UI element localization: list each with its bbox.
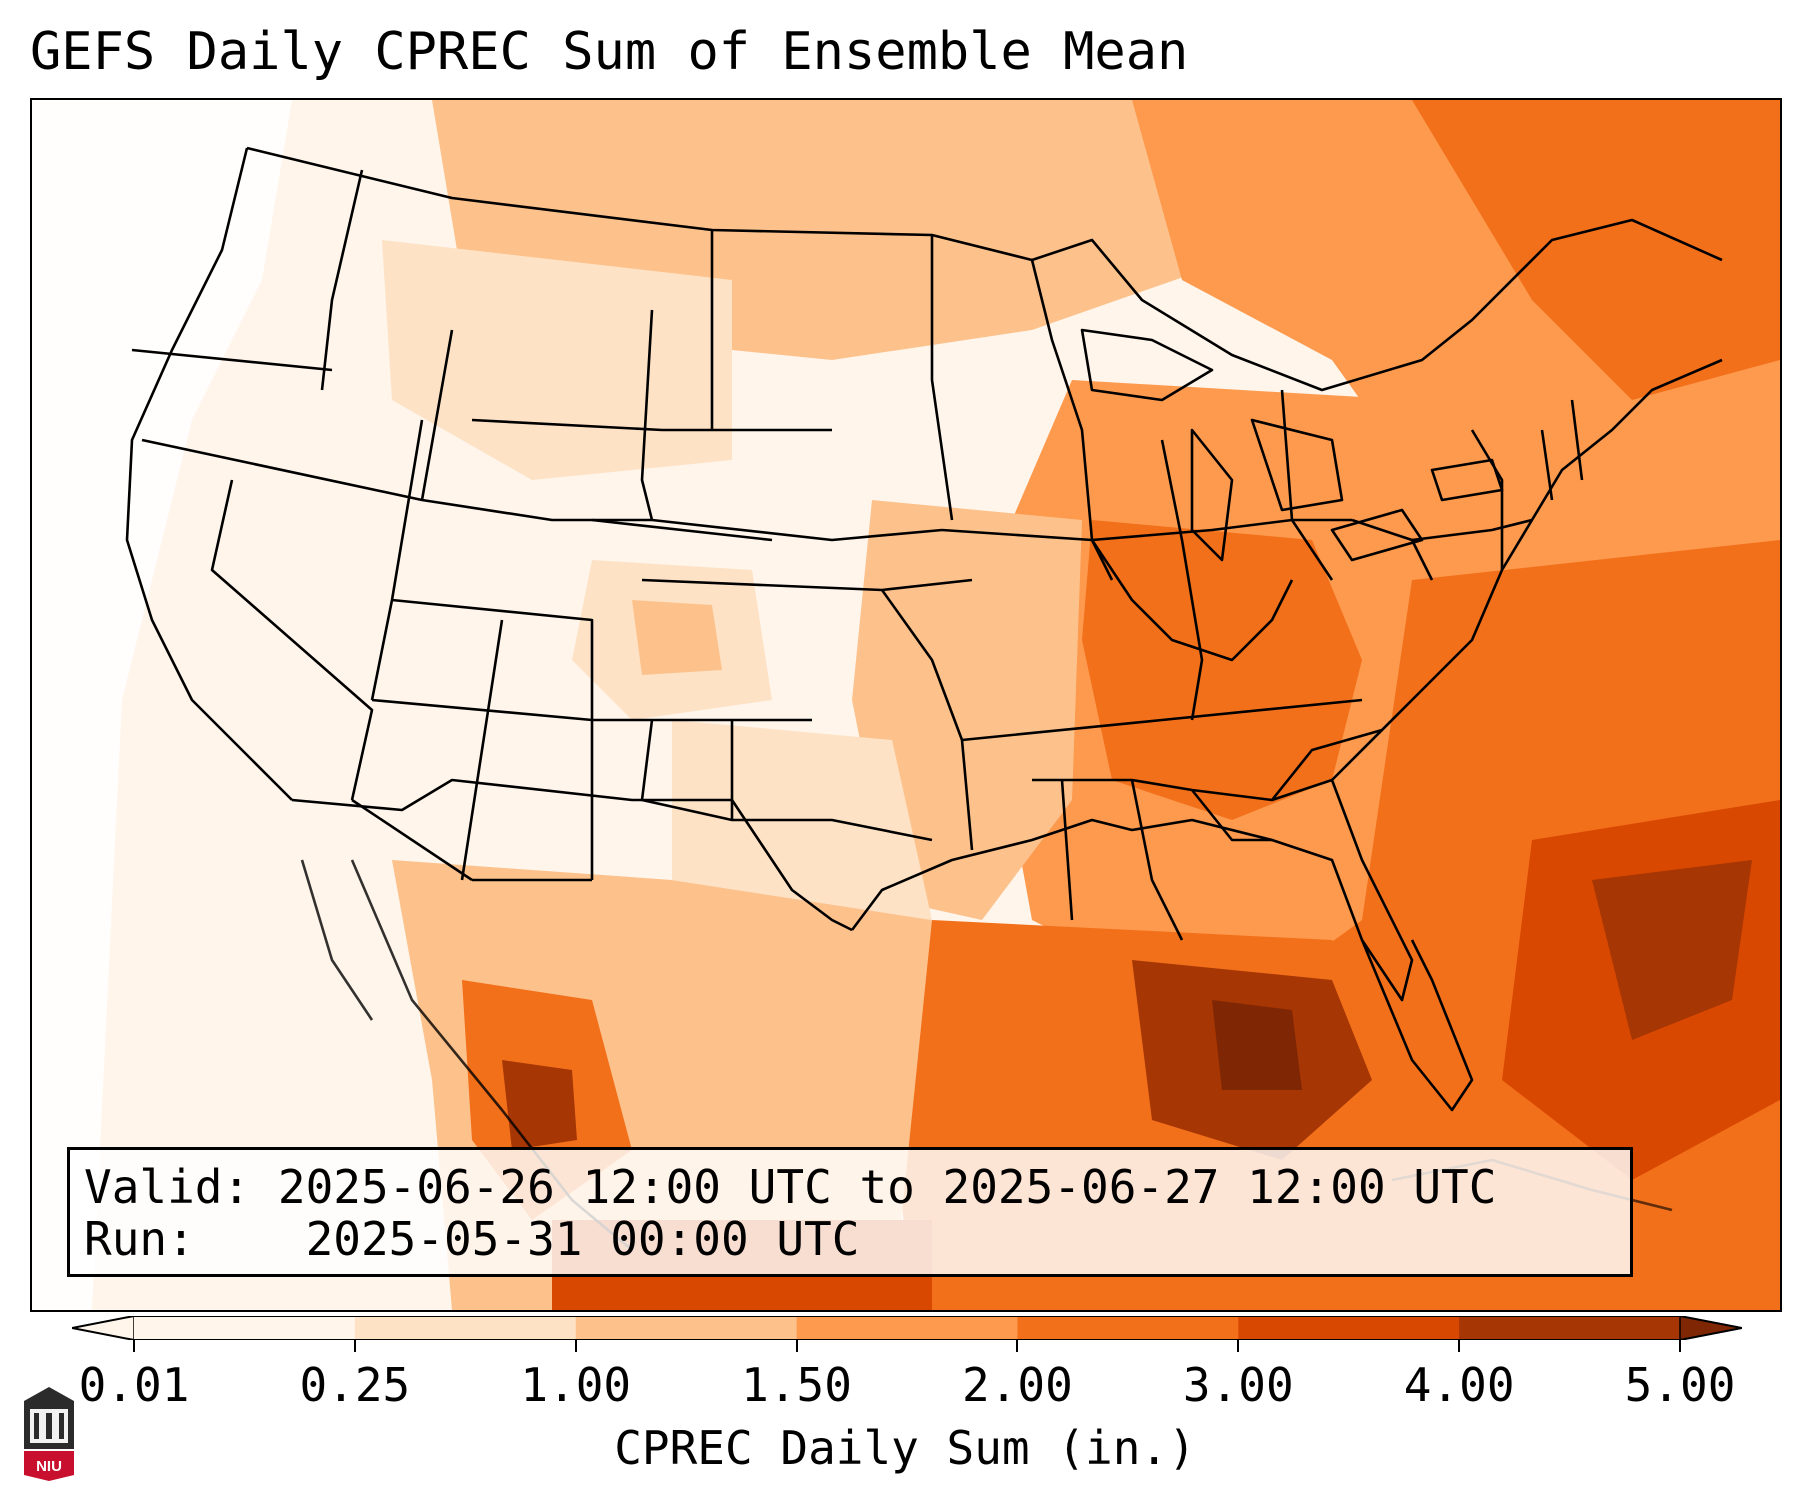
colorbar-tick-label: 0.01 [78,1358,190,1412]
niu-logo-icon: NIU [24,1387,74,1481]
colorbar-segment [134,1316,356,1340]
colorbar-tick-mark [133,1340,135,1352]
map-panel [30,98,1782,1312]
precipitation-map [32,100,1780,1310]
run-time-line: Run: 2025-05-31 00:00 UTC [84,1214,859,1264]
state-boundaries [125,146,1723,1251]
valid-time-value: 2025-06-26 12:00 UTC to 2025-06-27 12:00… [277,1160,1497,1214]
niu-logo-text: NIU [36,1458,62,1475]
colorbar-tick-label: 1.00 [520,1358,632,1412]
colorbar-extend-low [72,1316,135,1340]
colorbar-tick-mark [795,1340,798,1352]
colorbar [72,1316,1742,1340]
colorbar-tick-label: 3.00 [1182,1358,1294,1412]
map-title: GEFS Daily CPREC Sum of Ensemble Mean [30,22,1189,82]
colorbar-tick-label: 5.00 [1624,1358,1736,1412]
colorbar-segment [1459,1316,1681,1340]
colorbar-tick-mark [1679,1340,1681,1352]
colorbar-segment [354,1316,577,1340]
colorbar-segment [575,1316,798,1340]
colorbar-segment [1017,1316,1239,1340]
valid-run-info-box: Valid: 2025-06-26 12:00 UTC to 2025-06-2… [67,1147,1633,1277]
colorbar-tick-mark [353,1340,356,1352]
colorbar-segment [796,1316,1018,1340]
run-time-value: 2025-05-31 00:00 UTC [305,1212,860,1266]
valid-label: Valid: [84,1160,251,1214]
colorbar-tick-mark [574,1340,577,1352]
colorbar-label: CPREC Daily Sum (in.) [614,1421,1196,1475]
colorbar-tick-label: 2.00 [962,1358,1073,1412]
run-label: Run: [84,1212,195,1266]
colorbar-tick-label: 4.00 [1403,1358,1515,1412]
colorbar-tick-label: 0.25 [299,1358,411,1412]
valid-time-line: Valid: 2025-06-26 12:00 UTC to 2025-06-2… [84,1162,1496,1212]
precip-field [32,100,1780,1310]
colorbar-tick-label: 1.50 [741,1358,852,1412]
colorbar-tick-mark [1237,1340,1240,1352]
colorbar-tick-mark [1016,1340,1019,1352]
colorbar-segment [1238,1316,1460,1340]
colorbar-tick-mark [1458,1340,1461,1352]
colorbar-extend-high [1679,1316,1742,1340]
